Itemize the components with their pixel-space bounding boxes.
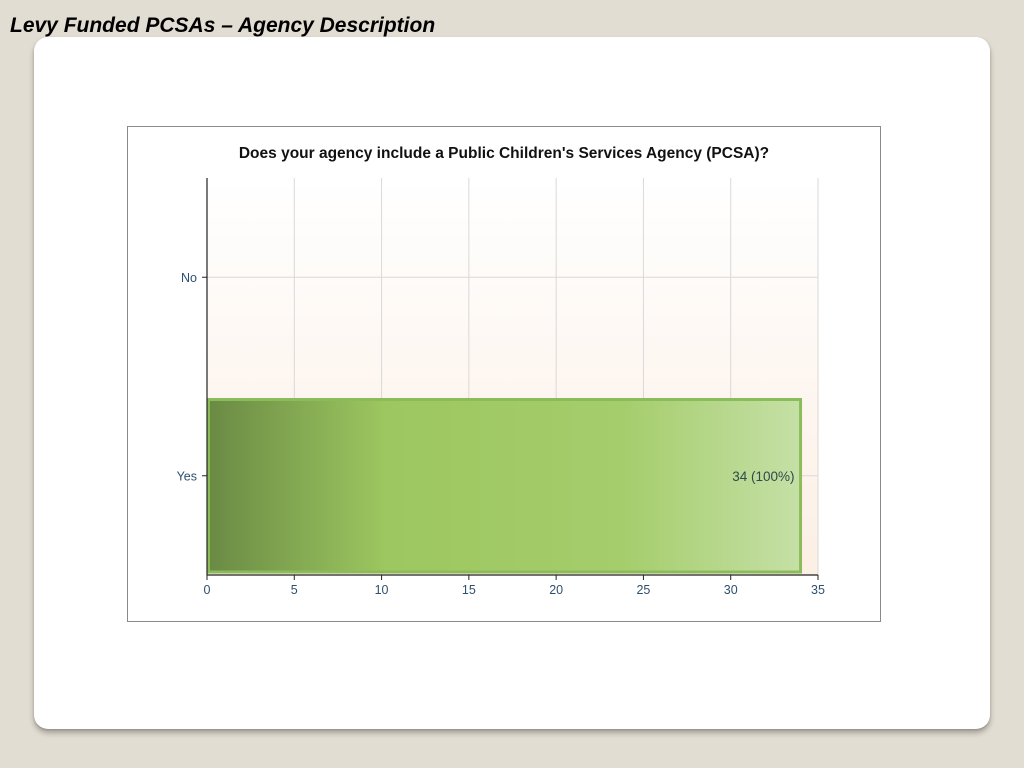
- chart-panel: Does your agency include a Public Childr…: [127, 126, 881, 622]
- x-tick-label-25: 25: [636, 583, 650, 597]
- bar-chart: Does your agency include a Public Childr…: [177, 145, 825, 597]
- labels: 34 (100%) 0 5 10 15 20 25 30 35 No Yes: [177, 271, 825, 597]
- x-tick-label-10: 10: [375, 583, 389, 597]
- data-label-yes: 34 (100%): [732, 469, 794, 484]
- chart-title: Does your agency include a Public Childr…: [239, 145, 769, 162]
- x-tick-label-35: 35: [811, 583, 825, 597]
- axes: [202, 178, 819, 580]
- x-tick-label-30: 30: [724, 583, 738, 597]
- bars: [207, 398, 803, 574]
- y-tick-label-no: No: [181, 271, 197, 285]
- content-card: Does your agency include a Public Childr…: [34, 37, 990, 729]
- x-tick-label-20: 20: [549, 583, 563, 597]
- y-tick-label-yes: Yes: [177, 469, 197, 483]
- bar-yes: [207, 398, 803, 574]
- x-tick-label-5: 5: [291, 583, 298, 597]
- slide-title: Levy Funded PCSAs – Agency Description: [10, 14, 436, 37]
- x-tick-label-0: 0: [204, 583, 211, 597]
- x-tick-label-15: 15: [462, 583, 476, 597]
